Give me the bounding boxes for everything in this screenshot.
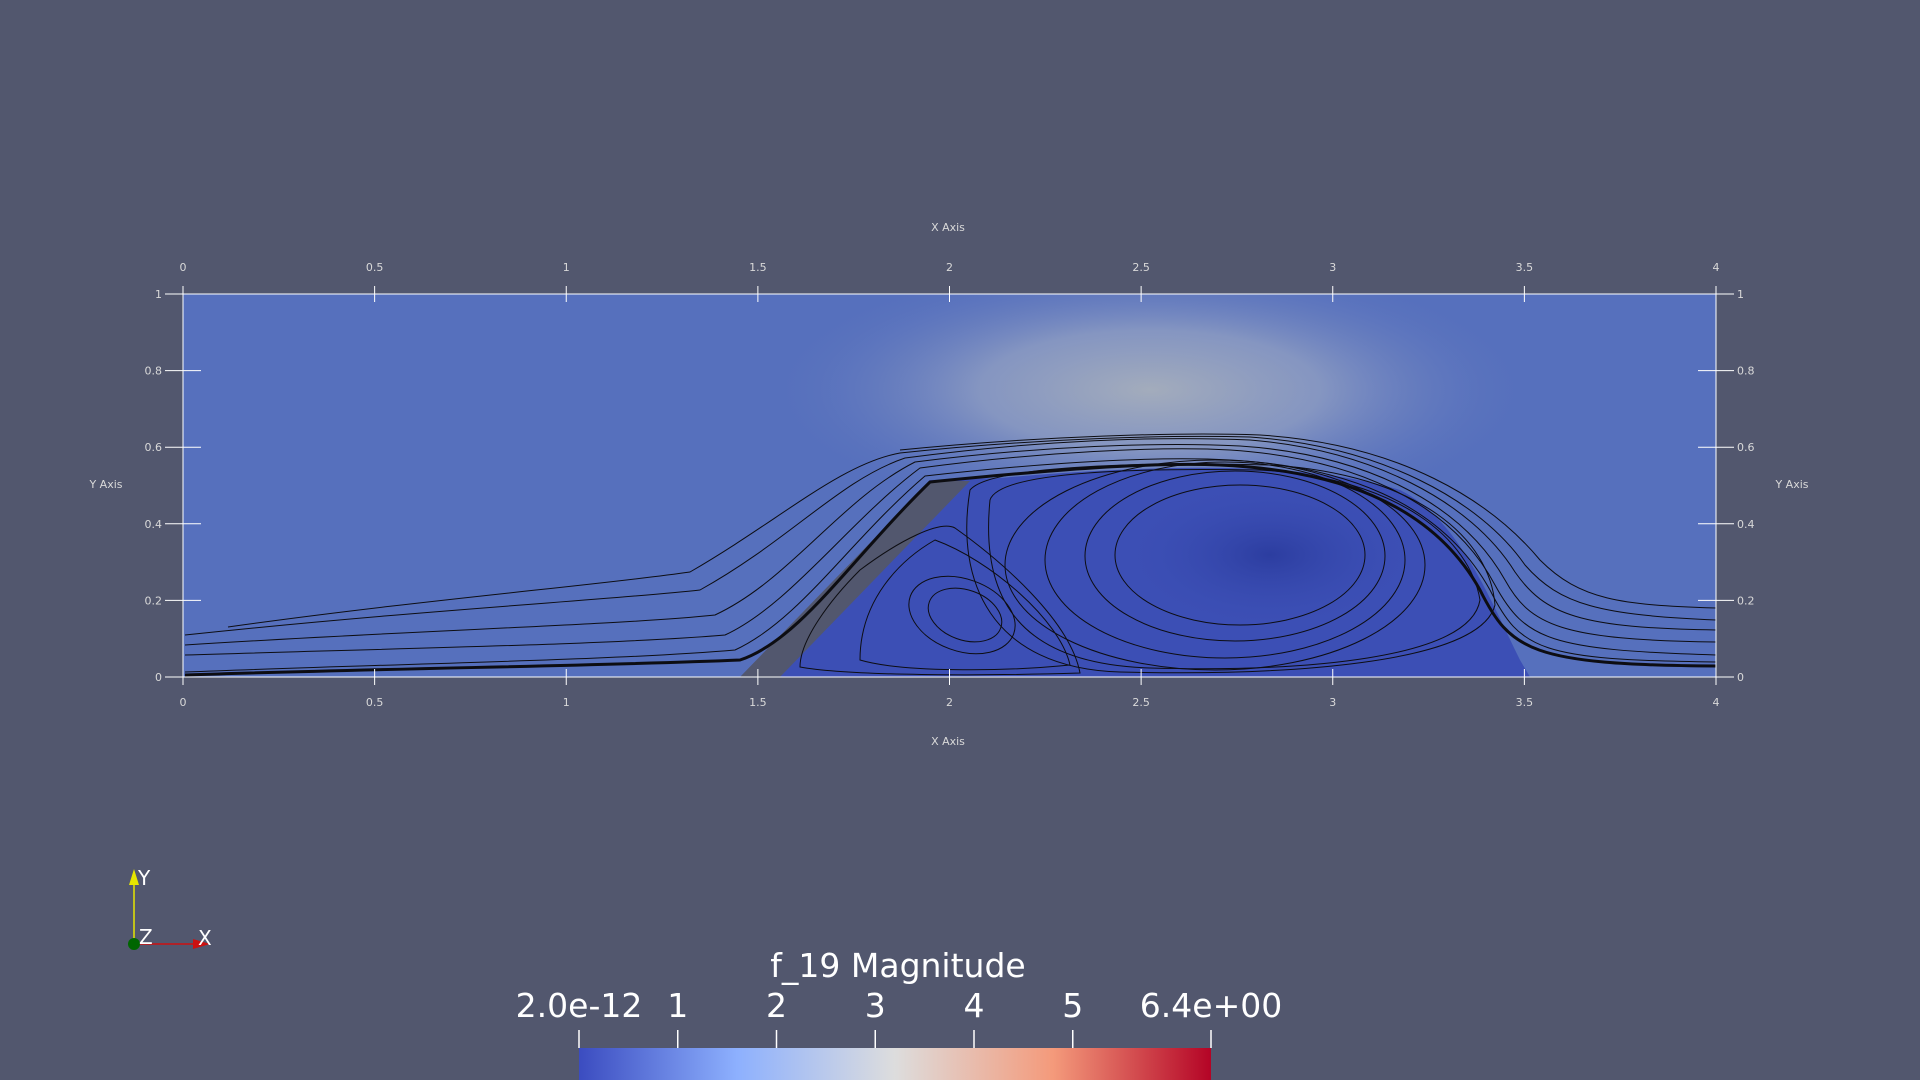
x-tick-label: 0 (180, 261, 187, 274)
vortex-loop (1004, 459, 1426, 671)
y-tick-marks (165, 293, 1734, 678)
flow-field (183, 294, 1716, 677)
x-tick-label: 1.5 (749, 261, 767, 274)
x-tick-label: 3 (1329, 696, 1336, 709)
y-tick-labels-left: 0 0.2 0.4 0.6 0.8 1 (145, 288, 163, 684)
vortex-loop (1044, 461, 1406, 659)
x-tick-label: 0.5 (366, 261, 384, 274)
small-vortex-loop (859, 539, 1071, 671)
orientation-y-arrow-icon (129, 869, 139, 885)
ramp-obstacle (740, 481, 970, 677)
orientation-z-axis-icon (128, 938, 140, 950)
orientation-axes-widget: Y Z X (128, 866, 212, 950)
color-legend: f_19 Magnitude 2.0e-12 1 2 3 4 5 6.4e+00 (516, 946, 1283, 1080)
x-tick-label: 1 (563, 696, 570, 709)
orientation-y-label: Y (137, 866, 151, 890)
streamline (184, 448, 1717, 656)
y-axis-title-right: Y Axis (1774, 478, 1808, 491)
y-tick-label: 0 (1737, 671, 1744, 684)
streamline (184, 462, 1717, 677)
color-legend-ticks (578, 1030, 1212, 1048)
streamlines (184, 433, 1717, 677)
orientation-x-arrow-icon (193, 939, 210, 949)
x-tick-label: 0.5 (366, 696, 384, 709)
streamline (227, 435, 1717, 628)
x-tick-labels-top: 0 0.5 1 1.5 2 2.5 3 3.5 4 (180, 261, 1720, 274)
color-legend-label: 6.4e+00 (1140, 986, 1282, 1025)
x-tick-label: 0 (180, 696, 187, 709)
y-tick-label: 0.8 (145, 365, 163, 378)
color-legend-label: 2 (766, 986, 787, 1025)
x-tick-labels-bottom: 0 0.5 1 1.5 2 2.5 3 3.5 4 (180, 696, 1720, 709)
vortex-core (1050, 470, 1470, 670)
x-tick-label: 3 (1329, 261, 1336, 274)
x-tick-label: 2.5 (1132, 696, 1150, 709)
y-tick-labels-right: 0 0.2 0.4 0.6 0.8 1 (1737, 288, 1755, 684)
color-legend-label: 2.0e-12 (516, 986, 643, 1025)
vortex-loop (966, 463, 1496, 674)
y-tick-label: 1 (1737, 288, 1744, 301)
vortex-loop (1084, 470, 1386, 642)
y-tick-label: 0.4 (145, 518, 163, 531)
streamline (184, 444, 1717, 646)
x-tick-label: 1.5 (749, 696, 767, 709)
color-legend-label: 1 (667, 986, 688, 1025)
orientation-z-label: Z (139, 925, 153, 949)
color-legend-bar (579, 1048, 1211, 1080)
y-tick-label: 0.2 (145, 594, 163, 607)
streamline (899, 433, 1717, 609)
cube-axes (165, 286, 1734, 685)
y-tick-label: 0.8 (1737, 365, 1755, 378)
x-tick-label: 2.5 (1132, 261, 1150, 274)
small-vortex-loop (927, 587, 1003, 643)
small-vortex-loop (799, 525, 1081, 676)
x-axis-title-bottom: X Axis (931, 735, 965, 748)
x-tick-label: 1 (563, 261, 570, 274)
y-tick-label: 0.6 (145, 441, 163, 454)
y-tick-label: 0.2 (1737, 594, 1755, 607)
y-tick-label: 0.4 (1737, 518, 1755, 531)
color-legend-label: 4 (964, 986, 985, 1025)
color-legend-title: f_19 Magnitude (770, 946, 1025, 985)
vortex-loop (988, 468, 1481, 670)
y-tick-label: 1 (155, 288, 162, 301)
x-tick-label: 3.5 (1516, 261, 1534, 274)
color-legend-label: 3 (865, 986, 886, 1025)
color-legend-labels: 2.0e-12 1 2 3 4 5 6.4e+00 (516, 986, 1283, 1025)
x-tick-label: 4 (1713, 696, 1720, 709)
streamline (184, 438, 1717, 636)
vortex-loop (1114, 484, 1366, 626)
x-tick-label: 2 (946, 261, 953, 274)
small-vortex-loop (908, 575, 1016, 655)
x-tick-label: 4 (1713, 261, 1720, 274)
streamline (184, 458, 1717, 673)
x-tick-label: 2 (946, 696, 953, 709)
x-tick-label: 3.5 (1516, 696, 1534, 709)
x-axis-title-top: X Axis (931, 221, 965, 234)
orientation-x-label: X (198, 926, 212, 950)
y-tick-label: 0.6 (1737, 441, 1755, 454)
axis-labels: X Axis X Axis Y Axis Y Axis 0 0.5 1 1.5 2 2.5… (88, 221, 1808, 748)
y-tick-label: 0 (155, 671, 162, 684)
y-axis-title-left: Y Axis (88, 478, 122, 491)
color-legend-label: 5 (1062, 986, 1083, 1025)
